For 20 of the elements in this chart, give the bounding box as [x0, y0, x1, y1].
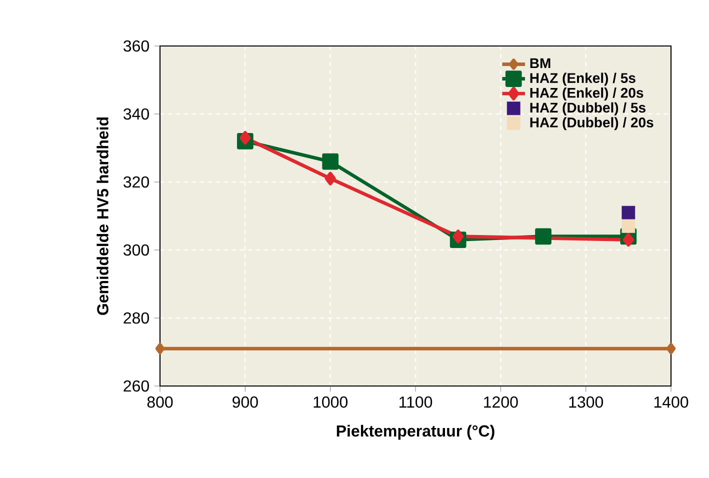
y-axis-title: Gemiddelde HV5 hardheid	[96, 117, 108, 315]
x-tick-label: 800	[147, 396, 173, 408]
y-tick-label: 340	[124, 108, 149, 120]
y-tick-label: 360	[124, 40, 149, 52]
x-tick-label: 1000	[314, 396, 348, 408]
legend-label: HAZ (Enkel) / 20s	[530, 88, 644, 101]
y-tick-label: 320	[124, 176, 149, 188]
x-axis-title: Piektemperatuur (°C)	[336, 424, 494, 440]
legend-label: HAZ (Enkel) / 5s	[530, 72, 636, 86]
y-tick-label: 300	[124, 244, 149, 256]
y-tick-label: 260	[124, 380, 149, 392]
y-tick-label: 280	[124, 312, 149, 324]
legend-label: HAZ (Dubbel) / 20s	[530, 117, 654, 130]
x-tick-label: 1300	[569, 396, 604, 408]
legend-label: BM	[530, 58, 550, 68]
legend-label: HAZ (Dubbel) / 5s	[530, 102, 646, 116]
x-tick-label: 1100	[400, 396, 432, 408]
x-tick-label: 900	[232, 396, 258, 408]
x-tick-label: 1200	[484, 396, 518, 408]
x-tick-label: 1400	[654, 396, 688, 408]
